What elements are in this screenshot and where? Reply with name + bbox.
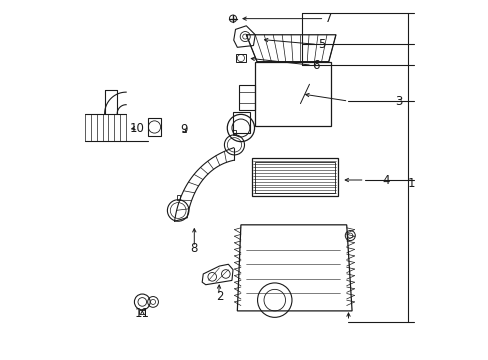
Text: 11: 11: [135, 307, 149, 320]
Text: 8: 8: [190, 242, 198, 255]
Text: 1: 1: [407, 177, 414, 190]
Text: 9: 9: [180, 123, 187, 136]
Text: 3: 3: [394, 95, 402, 108]
Text: 6: 6: [312, 59, 319, 72]
Text: 10: 10: [129, 122, 144, 135]
Text: 7: 7: [325, 12, 332, 25]
Text: 2: 2: [215, 290, 223, 303]
Text: 4: 4: [382, 174, 389, 186]
Text: 5: 5: [317, 38, 325, 51]
